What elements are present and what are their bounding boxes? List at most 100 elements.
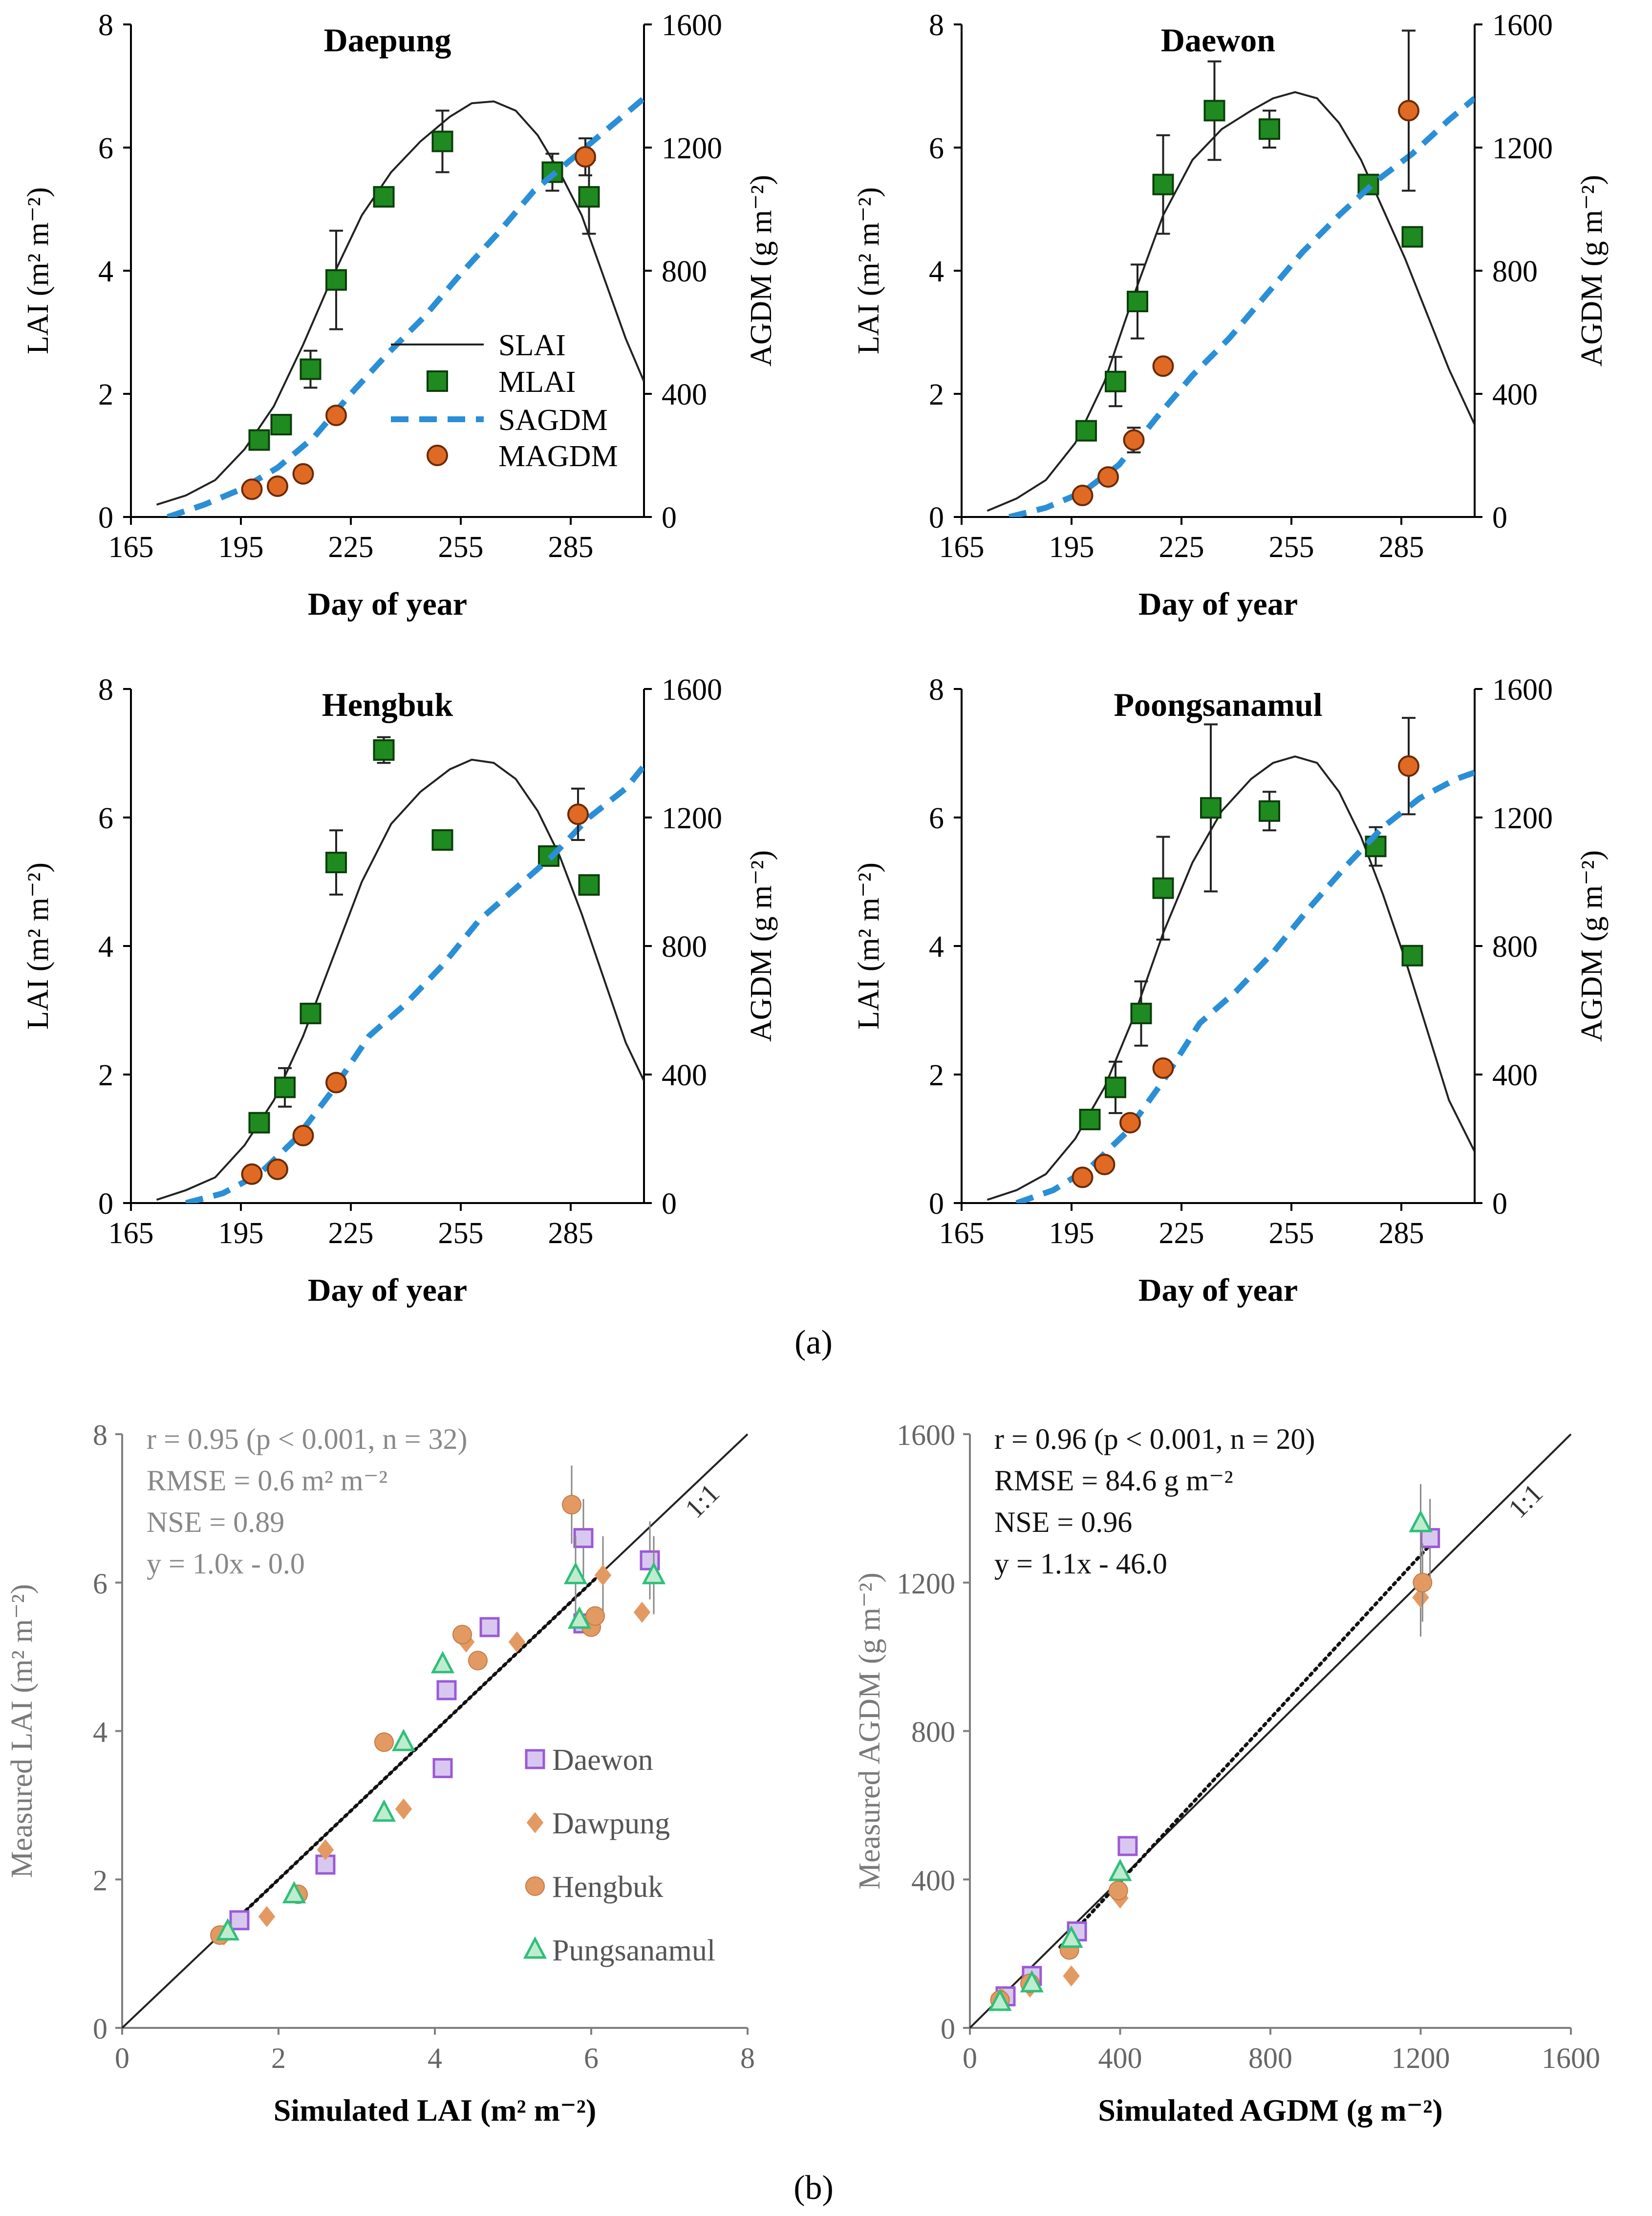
point-mlai-hengbuk xyxy=(325,852,347,874)
y-tick-label-left-daepung: 2 xyxy=(98,378,113,411)
x-tick-label-agdm_scatter: 1600 xyxy=(1542,2042,1600,2074)
y-tick-label-left-daewon: 0 xyxy=(929,501,944,535)
x-axis-label-agdm-scatter: Simulated AGDM (g m⁻²) xyxy=(1098,2093,1442,2128)
y-tick-label-right-poongsanamul: 1600 xyxy=(1492,673,1553,707)
y-tick-label-right-hengbuk: 400 xyxy=(662,1059,707,1092)
point-mlai-daewon xyxy=(1127,291,1148,312)
point-magdm-hengbuk xyxy=(567,803,589,825)
x-tick-label-hengbuk: 255 xyxy=(438,1217,484,1250)
point-mlai-poongsanamul xyxy=(1365,836,1387,858)
y-axis-label-right-daewon: AGDM (g m⁻²) xyxy=(1575,175,1609,366)
y-tick-label-agdm_scatter: 400 xyxy=(911,1864,955,1896)
x-tick-label-agdm_scatter: 0 xyxy=(963,2042,977,2074)
x-tick-label-hengbuk: 195 xyxy=(218,1217,264,1250)
y-tick-label-left-hengbuk: 8 xyxy=(98,673,113,707)
chart-title-daewon: Daewon xyxy=(1161,22,1275,59)
x-axis-label-poongsanamul: Day of year xyxy=(1138,1272,1298,1308)
series-line-slai-hengbuk xyxy=(156,758,644,1201)
y-tick-label-right-daewon: 400 xyxy=(1492,378,1538,411)
chart-title-poongsanamul: Poongsanamul xyxy=(1114,686,1323,723)
chart-hengbuk: Hengbuk Day of year LAI (m² m⁻²) AGDM (g… xyxy=(21,673,778,1308)
y-tick-label-right-poongsanamul: 800 xyxy=(1492,930,1538,964)
y-axis-label-left-daepung: LAI (m² m⁻²) xyxy=(21,187,55,354)
y-tick-label-left-daepung: 6 xyxy=(98,132,113,165)
point-mlai-daewon xyxy=(1203,100,1225,122)
stat-r-lai: r = 0.95 (p < 0.001, n = 32) xyxy=(147,1423,467,1455)
point-daewon-lai_scatter xyxy=(436,1680,457,1700)
legend-label-mlai: MLAI xyxy=(498,366,576,399)
y-tick-label-right-daewon: 1600 xyxy=(1492,9,1553,42)
x-tick-label-agdm_scatter: 400 xyxy=(1098,2042,1142,2074)
point-pungsanamul-lai_scatter xyxy=(563,1562,588,1585)
point-mlai-daepung xyxy=(431,130,453,152)
y-axis-label-agdm-scatter: Measured AGDM (g m⁻²) xyxy=(853,1572,886,1890)
x-tick-label-lai_scatter: 4 xyxy=(428,2042,442,2074)
point-mlai-daepung xyxy=(300,358,322,380)
point-mlai-daewon xyxy=(1105,370,1126,392)
point-mlai-hengbuk xyxy=(431,829,453,851)
y-tick-label-right-daepung: 1200 xyxy=(662,132,722,165)
point-dawpung-lai_scatter xyxy=(395,1798,412,1820)
y-tick-label-lai_scatter: 2 xyxy=(93,1864,107,1896)
legend-label-hengbuk: Hengbuk xyxy=(552,1871,663,1904)
point-daewon-lai_scatter xyxy=(479,1617,500,1637)
legend-swatch-mlai xyxy=(427,370,448,392)
y-tick-label-right-daepung: 0 xyxy=(662,501,677,535)
stat-equation-agdm: y = 1.1x - 46.0 xyxy=(994,1548,1167,1580)
point-mlai-daepung xyxy=(248,429,270,451)
point-dawpung-lai_scatter xyxy=(317,1839,334,1861)
x-tick-label-daepung: 225 xyxy=(328,531,374,564)
point-daewon-lai_scatter xyxy=(573,1528,594,1549)
y-tick-label-right-hengbuk: 1200 xyxy=(662,802,722,835)
point-magdm-daewon xyxy=(1097,466,1119,488)
y-tick-label-lai_scatter: 8 xyxy=(93,1419,107,1451)
chart-title-hengbuk: Hengbuk xyxy=(322,686,453,723)
point-hengbuk-lai_scatter xyxy=(585,1606,605,1626)
point-magdm-daewon xyxy=(1152,355,1174,377)
stat-nse-lai: NSE = 0.89 xyxy=(147,1506,284,1538)
legend-label-sagdm: SAGDM xyxy=(498,404,608,437)
y-tick-label-left-hengbuk: 2 xyxy=(98,1059,113,1092)
y-tick-label-lai_scatter: 4 xyxy=(93,1716,107,1748)
x-axis-label-daepung: Day of year xyxy=(308,586,467,622)
point-magdm-poongsanamul xyxy=(1398,755,1419,777)
y-tick-label-left-hengbuk: 6 xyxy=(98,802,113,835)
point-daewon-lai_scatter xyxy=(432,1758,453,1778)
point-mlai-daewon xyxy=(1075,420,1097,442)
x-axis-label-hengbuk: Day of year xyxy=(308,1272,467,1308)
series-line-sagdm-hengbuk xyxy=(185,764,644,1203)
chart-title-daepung: Daepung xyxy=(324,22,451,59)
stat-nse-agdm: NSE = 0.96 xyxy=(994,1506,1132,1538)
x-tick-label-daepung: 255 xyxy=(438,531,484,564)
x-tick-label-agdm_scatter: 1200 xyxy=(1392,2042,1450,2074)
legend-timeseries: SLAI MLAI SAGDM MAGDM xyxy=(391,329,618,473)
point-mlai-poongsanamul xyxy=(1152,877,1174,899)
chart-daewon: Daewon Day of year LAI (m² m⁻²) AGDM (g … xyxy=(852,9,1609,622)
point-magdm-poongsanamul xyxy=(1119,1112,1141,1134)
x-tick-label-daewon: 165 xyxy=(939,531,985,564)
y-tick-label-left-poongsanamul: 8 xyxy=(929,673,944,707)
y-tick-label-right-daewon: 800 xyxy=(1492,255,1538,288)
point-pungsanamul-lai_scatter xyxy=(372,1799,396,1822)
point-magdm-hengbuk xyxy=(267,1158,288,1180)
x-axis-label-daewon: Day of year xyxy=(1138,586,1298,622)
x-tick-label-poongsanamul: 165 xyxy=(939,1217,985,1250)
point-magdm-hengbuk xyxy=(292,1124,314,1146)
x-tick-label-lai_scatter: 0 xyxy=(115,2042,129,2074)
y-axis-label-left-poongsanamul: LAI (m² m⁻²) xyxy=(852,862,885,1030)
point-mlai-daepung xyxy=(373,186,395,208)
one-to-one-label-agdm: 1:1 xyxy=(1502,1478,1548,1524)
point-mlai-daewon xyxy=(1152,173,1174,195)
panel-label-a: (a) xyxy=(794,1324,833,1361)
point-hengbuk-lai_scatter xyxy=(468,1651,488,1671)
point-magdm-daewon xyxy=(1072,484,1094,506)
point-mlai-hengbuk xyxy=(274,1076,296,1098)
x-tick-label-daepung: 165 xyxy=(108,531,154,564)
series-line-sagdm-daewon xyxy=(1008,96,1475,517)
point-mlai-hengbuk xyxy=(248,1112,270,1134)
point-mlai-hengbuk xyxy=(300,1003,322,1025)
point-magdm-daepung xyxy=(241,478,263,500)
y-tick-label-right-poongsanamul: 0 xyxy=(1492,1187,1507,1221)
series-line-slai-daewon xyxy=(987,91,1475,512)
point-dawpung-lai_scatter xyxy=(633,1601,651,1623)
